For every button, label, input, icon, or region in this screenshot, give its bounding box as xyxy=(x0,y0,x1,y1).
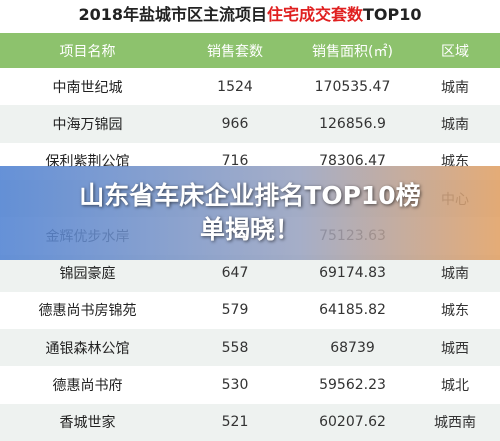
table-cell: 中海万锦园 xyxy=(52,116,123,133)
table-cell: 香城世家 xyxy=(59,415,116,432)
table-cell: 647 xyxy=(221,265,249,282)
title-highlight: 住宅成交套数 xyxy=(267,5,364,24)
table-row: 德惠尚书府 530 59562.23 城北 xyxy=(0,366,500,404)
title-suffix: TOP10 xyxy=(363,5,422,24)
header-row: 项目名称 销售套数 销售面积(㎡) 区域 xyxy=(0,33,500,68)
title: 2018年盐城市区主流项目住宅成交套数TOP10 xyxy=(0,0,500,30)
table-row: 通银森林公馆 558 68739 城西 xyxy=(0,329,500,367)
table-cell: 59562.23 xyxy=(319,377,386,394)
table-row: 香城世家 521 60207.62 城西南 xyxy=(0,403,500,441)
header-cell: 区域 xyxy=(441,43,469,60)
table-cell: 64185.82 xyxy=(319,302,386,319)
table-cell: 城南 xyxy=(441,79,469,96)
table-row: 锦园豪庭 647 69174.83 城南 xyxy=(0,254,500,292)
table-cell: 城南 xyxy=(441,116,469,133)
table-row: 德惠尚书房锦苑 579 64185.82 城东 xyxy=(0,291,500,330)
table-cell: 966 xyxy=(221,115,249,132)
table-cell: 170535.47 xyxy=(314,78,391,95)
table-cell: 城东 xyxy=(441,303,469,320)
header-cell: 项目名称 xyxy=(59,43,116,60)
header-cell: 销售面积(㎡) xyxy=(312,43,393,60)
table-cell: 579 xyxy=(221,302,249,319)
table-cell: 城西南 xyxy=(434,415,476,432)
headline-banner: 山东省车床企业排名TOP10榜 单揭晓！ xyxy=(0,166,500,260)
table-cell: 126856.9 xyxy=(319,115,386,132)
title-prefix: 2018年盐城市区主流项目 xyxy=(78,5,267,24)
table-row: 中海万锦园 966 126856.9 城南 xyxy=(0,105,500,143)
table-cell: 城西 xyxy=(441,340,469,357)
headline-line: 单揭晓！ xyxy=(199,215,300,244)
table-cell: 530 xyxy=(221,377,249,394)
table-cell: 通银森林公馆 xyxy=(45,340,130,357)
table-cell: 68739 xyxy=(330,339,375,356)
table-row: 中南世纪城 1524 170535.47 城南 xyxy=(0,68,500,106)
header-cell: 销售套数 xyxy=(207,43,263,60)
table-cell: 1524 xyxy=(217,78,253,95)
table-cell: 城北 xyxy=(441,378,469,395)
table-cell: 78306.47 xyxy=(319,153,386,170)
table-cell: 中南世纪城 xyxy=(52,79,123,96)
table-cell: 城南 xyxy=(441,266,469,283)
table-cell: 德惠尚书房锦苑 xyxy=(38,303,137,320)
table-cell: 60207.62 xyxy=(319,414,386,431)
headline-line: 山东省车床企业排名TOP10榜 xyxy=(79,181,421,210)
table-cell: 521 xyxy=(221,414,249,431)
table-cell: 69174.83 xyxy=(319,265,386,282)
table-cell: 德惠尚书府 xyxy=(52,378,123,395)
table-cell: 716 xyxy=(221,153,249,170)
table-cell: 锦园豪庭 xyxy=(59,266,116,283)
table-cell: 558 xyxy=(221,339,249,356)
